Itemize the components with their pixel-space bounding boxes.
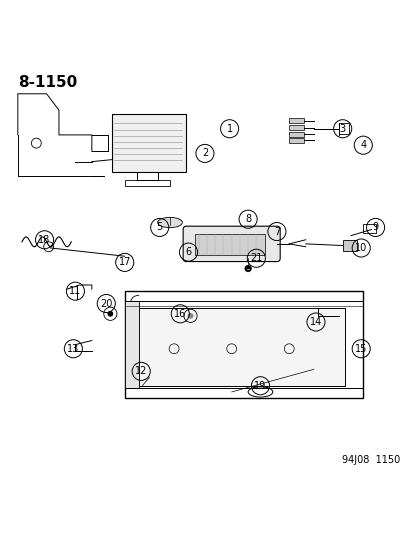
Text: 13: 13 xyxy=(67,344,79,354)
Text: 17: 17 xyxy=(118,257,131,268)
Text: 19: 19 xyxy=(254,381,266,391)
Circle shape xyxy=(187,313,193,319)
Text: 20: 20 xyxy=(100,298,112,309)
Text: 12: 12 xyxy=(135,366,147,376)
Text: 21: 21 xyxy=(249,253,262,263)
FancyBboxPatch shape xyxy=(112,115,186,172)
Text: 6: 6 xyxy=(185,247,191,257)
Bar xyxy=(289,118,303,124)
Bar xyxy=(139,308,344,386)
Circle shape xyxy=(107,311,113,317)
Bar xyxy=(289,132,303,137)
Bar xyxy=(362,224,375,233)
Bar xyxy=(342,240,356,251)
Text: 18: 18 xyxy=(38,235,50,245)
Text: 7: 7 xyxy=(273,227,279,237)
Bar xyxy=(289,125,303,131)
Ellipse shape xyxy=(157,217,182,228)
Bar xyxy=(124,180,170,187)
Bar xyxy=(194,235,264,255)
Text: 8-1150: 8-1150 xyxy=(18,75,77,90)
Bar xyxy=(289,138,303,143)
Text: 10: 10 xyxy=(354,243,366,253)
Text: 9: 9 xyxy=(372,222,378,232)
Text: 4: 4 xyxy=(359,140,366,150)
Text: 15: 15 xyxy=(354,344,366,354)
Text: 2: 2 xyxy=(201,148,208,158)
Text: 94J08  1150: 94J08 1150 xyxy=(341,455,399,465)
Bar xyxy=(338,123,348,134)
Text: 3: 3 xyxy=(339,124,345,134)
Text: 16: 16 xyxy=(174,309,186,319)
Text: 5: 5 xyxy=(156,222,162,232)
Text: 8: 8 xyxy=(244,214,251,224)
Bar xyxy=(124,291,362,398)
Text: 1: 1 xyxy=(226,124,232,134)
Text: 11: 11 xyxy=(69,286,81,296)
Bar xyxy=(124,302,139,388)
Circle shape xyxy=(244,265,251,272)
FancyBboxPatch shape xyxy=(183,226,280,262)
Text: 14: 14 xyxy=(309,317,321,327)
